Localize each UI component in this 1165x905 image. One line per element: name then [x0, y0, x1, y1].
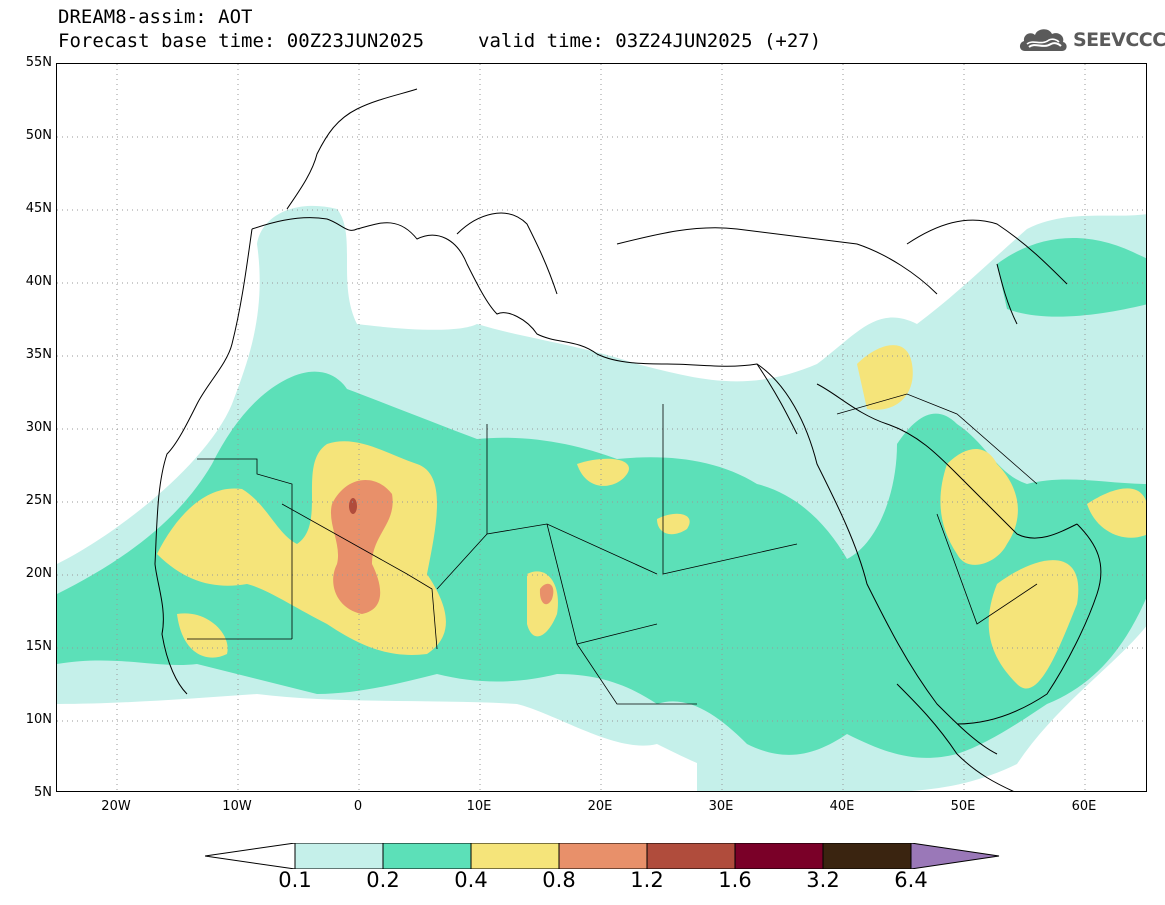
aot-band-0.8-1.2 [330, 480, 554, 614]
colorbar-upper-triangle [910, 843, 1000, 869]
cloud-icon [1019, 29, 1067, 51]
title-line-1: DREAM8-assim: AOT [58, 6, 253, 28]
colorbar-bin-6 [734, 843, 824, 869]
colorbar-label: 0.4 [454, 868, 488, 892]
title-line-2: Forecast base time: 00Z23JUN2025 [58, 30, 425, 52]
colorbar-label: 3.2 [806, 868, 840, 892]
colorbar-lower-triangle [205, 843, 296, 869]
valid-time: valid time: 03Z24JUN2025 (+27) [478, 30, 822, 52]
lon-label-20e: 20E [587, 799, 613, 814]
lon-label-50e: 50E [950, 799, 976, 814]
aot-band-1.2-1.6 [349, 498, 357, 514]
colorbar [205, 843, 1000, 869]
lat-label-35n: 35N [25, 347, 52, 362]
colorbar-bin-7 [822, 843, 912, 869]
colorbar-label: 1.2 [630, 868, 664, 892]
lat-label-15n: 15N [25, 639, 52, 654]
lat-label-40n: 40N [25, 274, 52, 289]
colorbar-bin-3 [470, 843, 560, 869]
lon-label-40e: 40E [829, 799, 855, 814]
colorbar-bin-2 [382, 843, 472, 869]
lon-label-0: 0 [353, 799, 363, 814]
lat-label-45n: 45N [25, 201, 52, 216]
lon-label-10e: 10E [466, 799, 492, 814]
lon-label-30e: 30E [708, 799, 734, 814]
colorbar-label: 6.4 [894, 868, 928, 892]
colorbar-bin-1 [294, 843, 384, 869]
country-borders [187, 393, 1038, 705]
colorbar-bin-5 [646, 843, 736, 869]
colorbar-label: 0.1 [278, 868, 312, 892]
colorbar-label: 0.8 [542, 868, 576, 892]
lat-label-25n: 25N [25, 493, 52, 508]
lat-label-20n: 20N [25, 566, 52, 581]
lat-label-30n: 30N [25, 420, 52, 435]
colorbar-bin-4 [558, 843, 648, 869]
lon-label-10w: 10W [222, 799, 252, 814]
logo-text: SEEVCCC [1073, 29, 1165, 51]
lat-label-5n: 5N [34, 785, 52, 800]
colorbar-label: 1.6 [718, 868, 752, 892]
aot-field-svg [57, 64, 1146, 791]
colorbar-label: 0.2 [366, 868, 400, 892]
lat-label-50n: 50N [25, 128, 52, 143]
aot-map [56, 63, 1147, 792]
lat-label-55n: 55N [25, 55, 52, 70]
lon-label-60e: 60E [1071, 799, 1097, 814]
lat-label-10n: 10N [25, 712, 52, 727]
seevccc-logo: SEEVCCC [1017, 25, 1165, 55]
coastlines [154, 88, 1102, 791]
lon-label-20w: 20W [101, 799, 131, 814]
